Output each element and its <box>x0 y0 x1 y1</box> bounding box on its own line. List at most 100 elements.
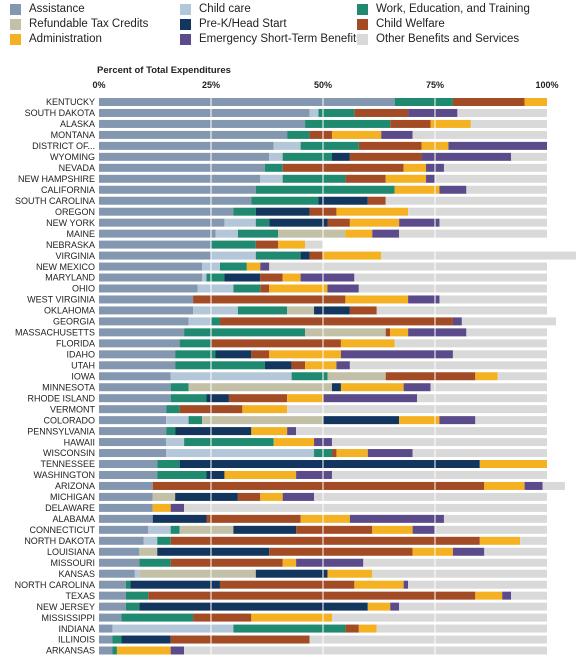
bar-segment-refundable-tax-credits <box>287 306 315 315</box>
bar-segment-child-care <box>211 251 256 260</box>
bar-segment-other-benefits-and-services <box>408 580 547 589</box>
bar-segment-pre-k-head-start <box>121 635 171 644</box>
bar-segment-work-education-and-training <box>188 416 203 425</box>
bar-segment-administration <box>327 569 373 578</box>
bar-segment-other-benefits-and-services <box>385 196 547 205</box>
bar-segment-administration <box>152 503 171 512</box>
bar-segment-assistance <box>99 569 135 578</box>
bar-segment-assistance <box>99 449 167 458</box>
bar-segment-emergency-short-term-benefits <box>170 646 185 655</box>
y-category-label: TENNESSEE <box>40 459 95 469</box>
legend-item-emergency-short-term-benefits: Emergency Short-Term Benefits <box>180 32 362 46</box>
bar-segment-work-education-and-training <box>237 229 279 238</box>
bar-segment-child-care <box>224 218 256 227</box>
bar-segment-assistance <box>99 525 149 534</box>
bar-segment-work-education-and-training <box>219 262 247 271</box>
y-category-label: LOUISIANA <box>47 547 95 557</box>
bar-segment-administration <box>282 558 297 567</box>
bar-segment-pre-k-head-start <box>224 273 261 282</box>
y-category-label: OHIO <box>72 284 95 294</box>
bar-segment-work-education-and-training <box>211 240 256 249</box>
bar-segment-other-benefits-and-services <box>399 229 547 238</box>
bar-segment-child-welfare <box>385 372 476 381</box>
bar-segment-assistance <box>99 130 288 139</box>
bar-segment-child-care <box>166 416 189 425</box>
bar-segment-child-welfare <box>152 481 485 490</box>
bar-segment-administration <box>403 163 427 172</box>
legend-swatch <box>10 33 21 45</box>
bar-segment-assistance <box>99 394 171 403</box>
bar-segment-work-education-and-training <box>125 580 131 589</box>
bar-segment-emergency-short-term-benefits <box>367 449 413 458</box>
legend-item-refundable-tax-credits: Refundable Tax Credits <box>10 17 148 31</box>
bar-segment-other-benefits-and-services <box>408 207 547 216</box>
bar-segment-assistance <box>99 295 194 304</box>
bar-segment-assistance <box>99 207 234 216</box>
y-category-label: IOWA <box>71 371 95 381</box>
bar-segment-other-benefits-and-services <box>381 251 576 260</box>
legend-swatch <box>180 3 191 15</box>
bar-segment-other-benefits-and-services <box>296 427 547 436</box>
bar-segment-assistance <box>99 514 153 523</box>
bar-segment-work-education-and-training <box>237 306 288 315</box>
bar-segment-work-education-and-training <box>233 284 261 293</box>
y-category-label: DISTRICT OF... <box>32 141 95 151</box>
bar-segment-assistance <box>99 646 113 655</box>
bar-segment-work-education-and-training <box>318 108 355 117</box>
bar-segment-emergency-short-term-benefits <box>448 141 547 150</box>
bar-segment-child-welfare <box>269 547 413 556</box>
bar-segment-child-welfare <box>291 361 306 370</box>
bar-segment-emergency-short-term-benefits <box>340 350 453 359</box>
bar-segment-child-welfare <box>327 218 350 227</box>
bar-segment-refundable-tax-credits <box>139 569 256 578</box>
bar-segment-other-benefits-and-services <box>484 547 547 556</box>
bar-segment-emergency-short-term-benefits <box>502 591 512 600</box>
bar-segment-emergency-short-term-benefits <box>327 284 359 293</box>
bar-segment-child-care <box>112 624 234 633</box>
bar-segment-administration <box>385 174 427 183</box>
bar-segment-other-benefits-and-services <box>520 536 547 545</box>
bar-segment-other-benefits-and-services <box>452 350 547 359</box>
y-category-label: COLORADO <box>43 415 95 425</box>
bar-segment-assistance <box>99 536 144 545</box>
bar-segment-child-welfare <box>390 119 431 128</box>
y-category-label: MICHIGAN <box>50 492 95 502</box>
bar-segment-administration <box>305 361 337 370</box>
bar-segment-work-education-and-training <box>264 163 283 172</box>
y-category-label: ILLINOIS <box>58 635 95 645</box>
bar-segment-administration <box>354 580 404 589</box>
bar-segment-child-care <box>143 536 158 545</box>
y-category-label: HAWAII <box>64 437 95 447</box>
bar-segment-work-education-and-training <box>170 525 180 534</box>
bar-segment-work-education-and-training <box>291 372 328 381</box>
bar-segment-emergency-short-term-benefits <box>412 525 435 534</box>
bar-segment-administration <box>278 240 306 249</box>
bar-segment-child-care <box>134 569 140 578</box>
bar-segment-assistance <box>99 317 189 326</box>
bar-segment-other-benefits-and-services <box>305 240 323 249</box>
bar-segment-emergency-short-term-benefits <box>408 328 467 337</box>
bar-segment-child-welfare <box>170 635 310 644</box>
bar-segment-work-education-and-training <box>255 218 270 227</box>
bar-segment-child-care <box>193 306 238 315</box>
bar-segment-assistance <box>99 613 122 622</box>
bar-segment-assistance <box>99 328 185 337</box>
bar-segment-other-benefits-and-services <box>439 218 547 227</box>
bar-segment-other-benefits-and-services <box>399 602 547 611</box>
bar-segment-refundable-tax-credits <box>152 492 176 501</box>
bar-segment-child-care <box>148 525 171 534</box>
bar-segment-assistance <box>99 196 252 205</box>
bar-segment-administration <box>336 449 368 458</box>
bar-segment-emergency-short-term-benefits <box>524 481 543 490</box>
bar-segment-administration <box>394 185 440 194</box>
bar-segment-other-benefits-and-services <box>184 503 547 512</box>
bar-segment-refundable-tax-credits <box>327 372 386 381</box>
bar-segment-administration <box>246 262 261 271</box>
bar-segment-administration <box>390 328 409 337</box>
bar-segment-other-benefits-and-services <box>376 624 547 633</box>
bar-segment-assistance <box>99 163 265 172</box>
bar-segment-assistance <box>99 339 180 348</box>
bar-segment-child-welfare <box>193 613 252 622</box>
bar-segment-assistance <box>99 405 167 414</box>
